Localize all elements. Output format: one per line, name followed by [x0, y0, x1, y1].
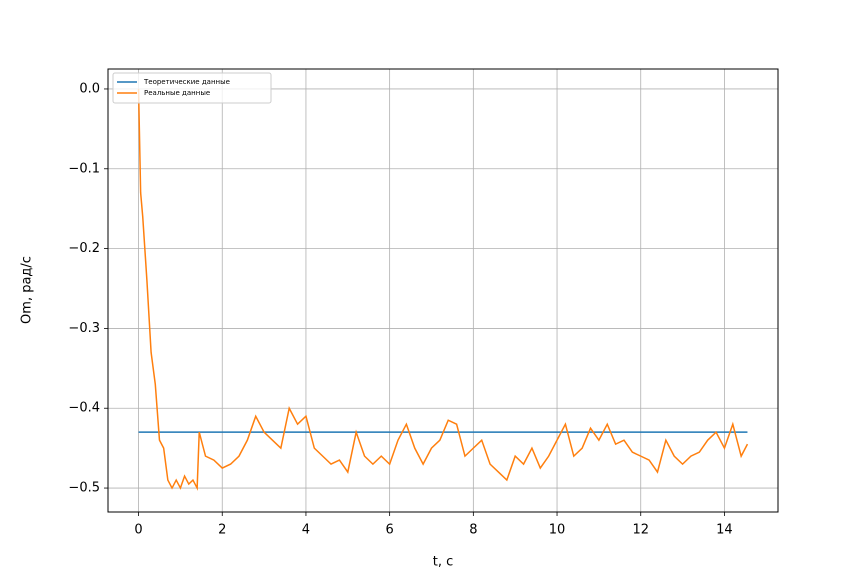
x-tick-label: 4 — [302, 523, 310, 538]
y-tick-label: −0.4 — [68, 401, 100, 416]
data-line — [137, 88, 749, 491]
legend-label: Реальные данные — [144, 89, 210, 97]
x-axis-label: t, c — [433, 555, 454, 570]
x-tick-label: 6 — [386, 523, 394, 538]
y-tick-label: 0.0 — [79, 81, 100, 96]
y-tick-label: −0.2 — [68, 241, 100, 256]
x-tick-label: 8 — [469, 523, 477, 538]
legend-label: Теоретические данные — [143, 78, 230, 86]
plot-frame — [107, 68, 779, 513]
y-tick-label: −0.1 — [68, 161, 100, 176]
x-tick-label: 2 — [218, 523, 226, 538]
x-tick-label: 14 — [716, 523, 733, 538]
x-tick-label: 0 — [134, 523, 142, 538]
y-tick-label: −0.5 — [68, 481, 100, 496]
y-tick-label: −0.3 — [68, 321, 100, 336]
x-tick-label: 12 — [632, 523, 649, 538]
legend-box — [112, 72, 272, 104]
x-tick-label: 10 — [549, 523, 566, 538]
y-axis-label: Om, рад/с — [20, 256, 35, 324]
